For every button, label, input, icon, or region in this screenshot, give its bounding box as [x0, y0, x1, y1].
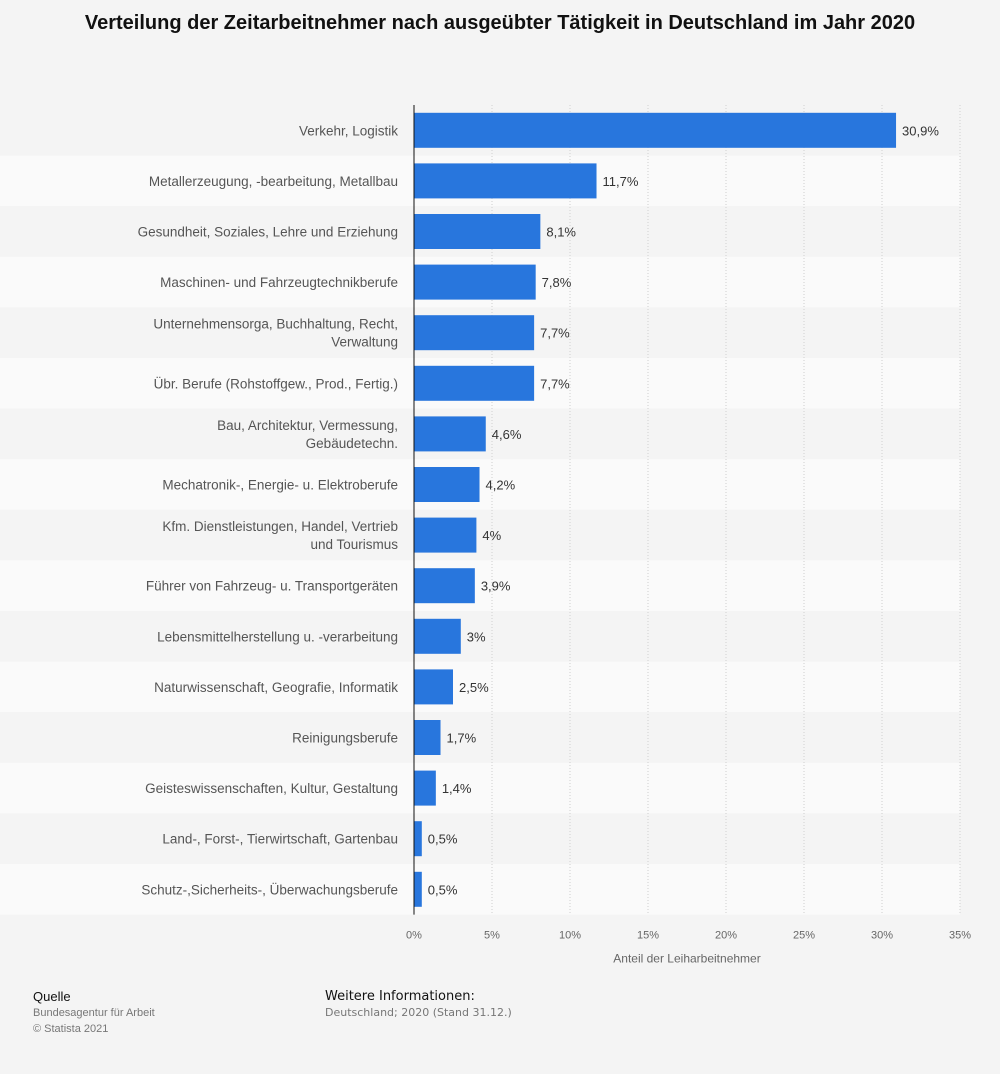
bar — [414, 416, 486, 452]
bar — [414, 214, 541, 249]
bar — [414, 720, 441, 755]
row-band — [0, 813, 960, 864]
value-label: 11,7% — [603, 174, 639, 189]
bar-chart: Verkehr, Logistik Metallerzeugung, -bearb… — [0, 105, 972, 966]
bar — [414, 112, 897, 148]
value-label: 1,7% — [447, 731, 477, 746]
x-tick-label: 35% — [949, 930, 971, 942]
bar — [414, 871, 422, 907]
bar — [414, 315, 535, 351]
category-label: Reinigungsberufe — [292, 731, 398, 746]
row-band — [0, 611, 960, 662]
chart-title: Verteilung der Zeitarbeitnehmer nach aus… — [84, 12, 916, 34]
bar — [414, 618, 461, 654]
value-label: 4,2% — [486, 478, 516, 493]
x-tick-label: 25% — [793, 930, 815, 942]
row-band — [0, 661, 960, 713]
row-band — [0, 762, 960, 814]
x-tick-label: 10% — [559, 930, 581, 942]
category-label: Mechatronik-, Energie- u. Elektroberufe — [162, 478, 398, 493]
category-label: Maschinen- und Fahrzeugtechnikberufe — [160, 275, 398, 290]
value-labels: 30,9% 11,7% 8,1% 7,8% 7,7% 7,7% 4,6% 4,2% 4% 3,9%… — [428, 123, 940, 897]
x-tick-label: 20% — [715, 930, 737, 942]
value-label: 7,8% — [542, 275, 572, 290]
category-label: Gesundheit, Soziales, Lehre und Erziehun… — [138, 225, 398, 240]
source-text: Bundesagentur für Arbeit — [33, 1007, 155, 1019]
category-label: Kfm. Dienstleistungen, Handel, Vertrieb u… — [162, 519, 398, 552]
value-label: 0,5% — [428, 882, 458, 897]
copyright-text: © Statista 2021 — [33, 1023, 109, 1035]
bar — [414, 517, 477, 553]
value-label: 7,7% — [540, 326, 570, 341]
x-axis-label: Anteil der Leiharbeitnehmer — [613, 952, 760, 966]
bar — [414, 163, 597, 199]
value-label: 1,4% — [442, 781, 472, 796]
value-label: 3% — [467, 629, 486, 644]
source-block: Quelle Bundesagentur für Arbeit © Statis… — [33, 989, 155, 1037]
value-label: 4,6% — [492, 427, 522, 442]
category-label: Naturwissenschaft, Geografie, Informatik — [154, 680, 398, 695]
bars — [414, 112, 897, 907]
x-tick-label: 0% — [406, 930, 422, 942]
bar — [414, 365, 535, 401]
x-tick-label: 30% — [871, 930, 893, 942]
info-block: Weitere Informationen: Deutschland; 2020… — [325, 989, 512, 1021]
bar — [414, 669, 453, 705]
bar — [414, 770, 436, 806]
row-band — [0, 864, 960, 915]
category-label: Unternehmensorga, Buchhaltung, Recht, Ver… — [153, 317, 398, 350]
info-heading: Weitere Informationen: — [325, 989, 475, 1004]
category-label: Lebensmittelherstellung u. -verarbeitung — [157, 629, 398, 644]
value-label: 2,5% — [459, 680, 489, 695]
value-label: 30,9% — [902, 123, 939, 138]
value-label: 0,5% — [428, 832, 458, 847]
bar — [414, 264, 536, 300]
category-label: Bau, Architektur, Vermessung, Gebäudetech… — [217, 418, 398, 451]
category-label: Schutz-,Sicherheits-, Überwachungsberufe — [141, 882, 398, 897]
value-label: 3,9% — [481, 579, 511, 594]
value-label: 8,1% — [546, 225, 576, 240]
value-label: 4% — [482, 528, 501, 543]
category-label: Führer von Fahrzeug- u. Transportgeräten — [146, 579, 398, 594]
x-tick-label: 15% — [637, 930, 659, 942]
info-text: Deutschland; 2020 (Stand 31.12.) — [325, 1006, 512, 1019]
row-band — [0, 712, 960, 763]
x-tick-label: 5% — [484, 930, 500, 942]
category-label: Geisteswissenschaften, Kultur, Gestaltun… — [145, 781, 398, 796]
bar — [414, 467, 480, 502]
category-labels: Verkehr, Logistik Metallerzeugung, -bearb… — [138, 123, 399, 897]
row-band — [0, 560, 960, 611]
category-label: Land-, Forst-, Tierwirtschaft, Gartenbau — [162, 832, 398, 847]
row-band — [0, 459, 960, 510]
category-label: Verkehr, Logistik — [299, 123, 398, 138]
category-label: Metallerzeugung, -bearbeitung, Metallbau — [149, 174, 398, 189]
bar — [414, 821, 422, 857]
bar — [414, 568, 475, 604]
value-label: 7,7% — [540, 376, 570, 391]
row-band — [0, 509, 960, 561]
x-tick-labels: 0% 5% 10% 15% 20% 25% 30% 35% — [406, 930, 971, 942]
source-heading: Quelle — [33, 989, 71, 1004]
category-label: Übr. Berufe (Rohstoffgew., Prod., Fertig… — [154, 376, 398, 391]
